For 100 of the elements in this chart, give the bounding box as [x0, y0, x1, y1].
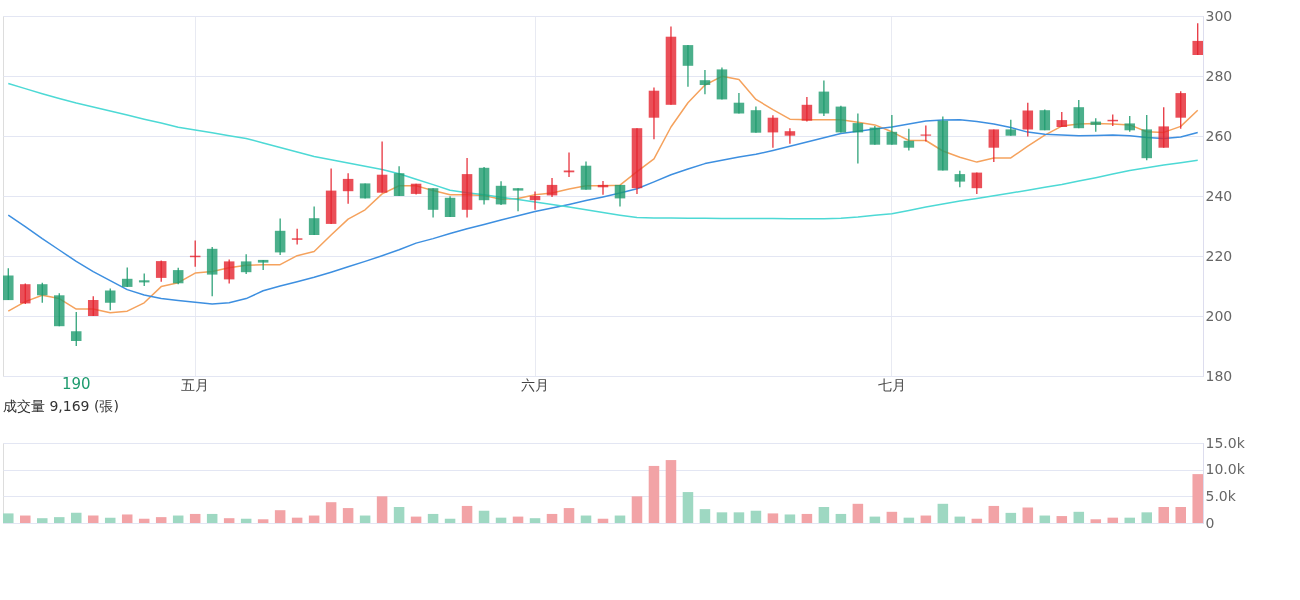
line-series [7, 82, 1199, 220]
bar [733, 512, 745, 523]
bar [274, 510, 286, 523]
candlestick [291, 228, 303, 246]
bar [1005, 512, 1017, 523]
candlestick [801, 96, 813, 123]
y-tick-label: 0 [1205, 514, 1215, 531]
bar [784, 514, 796, 523]
candlestick [70, 311, 82, 347]
annotation: 190 [61, 375, 91, 393]
candlestick [155, 259, 167, 283]
bar [121, 514, 133, 523]
candlestick [886, 114, 898, 146]
line-series [7, 75, 1199, 314]
bar [427, 513, 439, 523]
line-series [7, 119, 1199, 305]
candlestick [767, 114, 779, 149]
bar [206, 513, 218, 523]
candlestick [546, 177, 558, 198]
candlestick [104, 287, 116, 311]
candlestick [36, 282, 48, 304]
bar [19, 515, 31, 523]
bar [988, 505, 1000, 523]
bar [53, 517, 65, 523]
x-tick-label: 五月 [181, 376, 210, 393]
bar [648, 465, 660, 523]
y-tick-label: 180 [1205, 367, 1233, 384]
candlestick [308, 205, 320, 236]
bar [682, 492, 694, 523]
candlestick [274, 217, 286, 256]
candlestick [1158, 106, 1170, 149]
bar [563, 508, 575, 523]
bar [869, 516, 881, 523]
chart-title: 成交量 9,169 (張) [3, 398, 119, 414]
bar [512, 516, 524, 523]
bar [1175, 507, 1187, 523]
bar [376, 496, 388, 523]
candlestick [818, 79, 830, 117]
candlestick [121, 266, 133, 288]
bar [1056, 516, 1068, 523]
bar [325, 502, 337, 523]
bar [393, 507, 405, 523]
bar [1124, 517, 1136, 523]
y-tick-label: 240 [1205, 187, 1233, 204]
bar [342, 508, 354, 523]
candlestick [869, 125, 881, 146]
bar [155, 517, 167, 523]
bar [665, 460, 677, 523]
bar [631, 496, 643, 523]
bar [767, 513, 779, 523]
candlestick [529, 190, 541, 211]
candlestick [988, 128, 1000, 163]
candlestick [682, 44, 694, 88]
bar [189, 513, 201, 523]
bar [818, 507, 830, 523]
y-tick-label: 300 [1205, 7, 1233, 24]
candlestick [750, 106, 762, 134]
x-tick-label: 七月 [877, 376, 906, 393]
y-tick-label: 10.0k [1205, 461, 1246, 478]
bar [937, 503, 949, 523]
candlestick [903, 128, 915, 151]
bar [36, 518, 48, 523]
candlestick [1073, 99, 1085, 129]
y-tick-label: 15.0k [1205, 434, 1246, 451]
candlestick [393, 165, 405, 197]
bar [223, 518, 235, 523]
bar [529, 518, 541, 523]
candlestick [427, 187, 439, 219]
bar [699, 509, 711, 523]
candlestick [784, 127, 796, 145]
candlestick [699, 69, 711, 95]
candlestick [342, 172, 354, 205]
bar [461, 505, 473, 523]
candlestick [580, 160, 592, 191]
bar [1158, 507, 1170, 523]
bar [546, 513, 558, 523]
bar [835, 513, 847, 523]
bar [478, 510, 490, 523]
candlestick [376, 140, 388, 194]
bar [70, 512, 82, 523]
bar [886, 511, 898, 523]
bar [716, 512, 728, 523]
candlestick [223, 259, 235, 285]
bar [257, 519, 269, 523]
y-tick-label: 5.0k [1205, 487, 1237, 504]
y-tick-label: 260 [1205, 127, 1233, 144]
bar [1073, 511, 1085, 523]
bar [3, 513, 14, 523]
bar [801, 513, 813, 523]
bar [410, 516, 422, 523]
x-tick-label: 六月 [521, 376, 550, 393]
bar [1090, 519, 1102, 523]
y-tick-label: 200 [1205, 307, 1233, 324]
candlestick [733, 92, 745, 115]
bar [1192, 474, 1203, 523]
candlestick [1022, 102, 1034, 138]
bar [1141, 512, 1153, 523]
bar [1022, 507, 1034, 523]
candlestick [512, 187, 524, 212]
y-tick-label: 280 [1205, 67, 1233, 84]
